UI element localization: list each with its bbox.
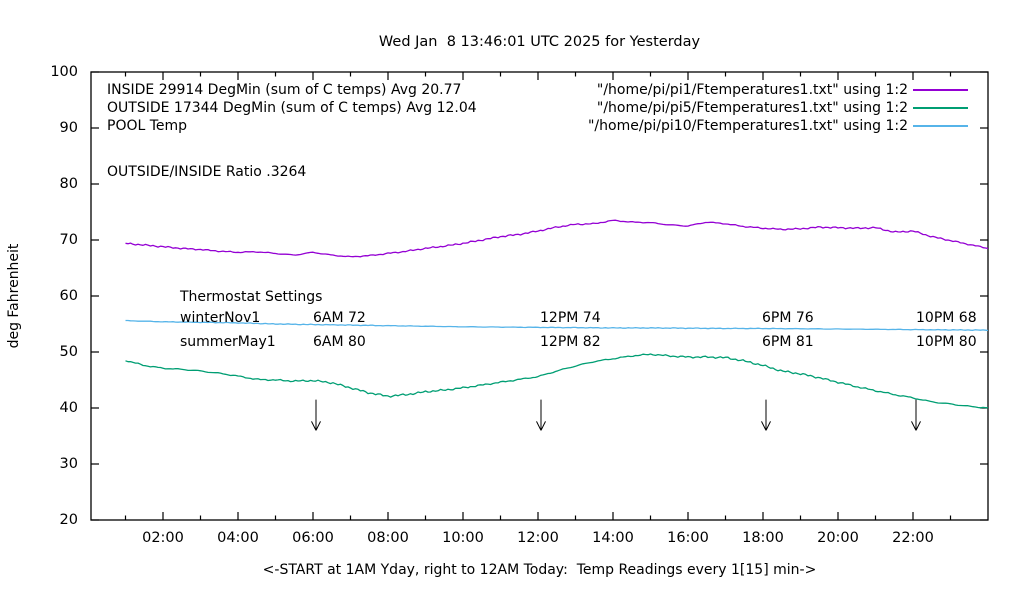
x-tick-label-0200: 02:00 — [142, 530, 184, 546]
x-tick-label-0800: 08:00 — [367, 530, 409, 546]
thermostat-winter-season: winterNov1 — [180, 310, 261, 326]
legend-line-sample — [913, 89, 968, 91]
y-axis-label: deg Fahrenheit — [6, 243, 22, 349]
series-pool-line — [125, 319, 989, 332]
x-tick-label-2200: 22:00 — [892, 530, 934, 546]
y-tick-label-70: 70 — [59, 232, 78, 248]
x-tick-label-1400: 14:00 — [592, 530, 634, 546]
legend-file-inside: "/home/pi/pi1/Ftemperatures1.txt" using … — [596, 82, 908, 98]
thermostat-winter-12pm: 12PM 74 — [540, 310, 601, 326]
x-tick-label-1200: 12:00 — [517, 530, 559, 546]
ratio-annotation: OUTSIDE/INSIDE Ratio .3264 — [107, 164, 307, 180]
series-outside-line — [125, 353, 989, 409]
y-tick-label-30: 30 — [59, 456, 78, 472]
x-tick-label-1000: 10:00 — [442, 530, 484, 546]
x-tick-label-0400: 04:00 — [217, 530, 259, 546]
legend-label-outside: OUTSIDE 17344 DegMin (sum of C temps) Av… — [107, 100, 477, 116]
y-tick-label-60: 60 — [59, 288, 78, 304]
thermostat-winter-10pm: 10PM 68 — [916, 310, 977, 326]
y-tick-label-40: 40 — [59, 400, 78, 416]
x-tick-label-1600: 16:00 — [667, 530, 709, 546]
y-tick-label-20: 20 — [59, 512, 78, 528]
x-axis-label: <-START at 1AM Yday, right to 12AM Today… — [262, 562, 817, 578]
legend-label-pool: POOL Temp — [107, 118, 188, 134]
thermostat-summer-12pm: 12PM 82 — [540, 334, 601, 350]
thermostat-winter-6am: 6AM 72 — [313, 310, 366, 326]
y-tick-label-80: 80 — [59, 176, 78, 192]
thermostat-summer-season: summerMay1 — [180, 334, 276, 350]
x-tick-label-1800: 18:00 — [742, 530, 784, 546]
thermostat-winter-6pm: 6PM 76 — [762, 310, 814, 326]
series-inside-line — [125, 219, 989, 258]
legend-file-outside: "/home/pi/pi5/Ftemperatures1.txt" using … — [596, 100, 908, 116]
setpoint-arrow — [761, 399, 771, 431]
legend-file-pool: "/home/pi/pi10/Ftemperatures1.txt" using… — [587, 118, 908, 134]
thermostat-summer-6am: 6AM 80 — [313, 334, 366, 350]
legend-line-sample — [913, 107, 968, 109]
thermostat-heading: Thermostat Settings — [180, 289, 323, 305]
setpoint-arrow — [311, 399, 321, 431]
thermostat-summer-10pm: 10PM 80 — [916, 334, 977, 350]
x-tick-label-2000: 20:00 — [817, 530, 859, 546]
legend-label-inside: INSIDE 29914 DegMin (sum of C temps) Avg… — [107, 82, 462, 98]
y-tick-label-90: 90 — [59, 120, 78, 136]
setpoint-arrow — [911, 399, 921, 431]
chart-title: Wed Jan 8 13:46:01 UTC 2025 for Yesterda… — [378, 34, 701, 50]
x-tick-label-0600: 06:00 — [292, 530, 334, 546]
y-tick-label-50: 50 — [59, 344, 78, 360]
thermostat-summer-6pm: 6PM 81 — [762, 334, 814, 350]
setpoint-arrow — [536, 399, 546, 431]
legend-line-sample — [913, 125, 968, 127]
y-tick-label-100: 100 — [50, 64, 78, 80]
